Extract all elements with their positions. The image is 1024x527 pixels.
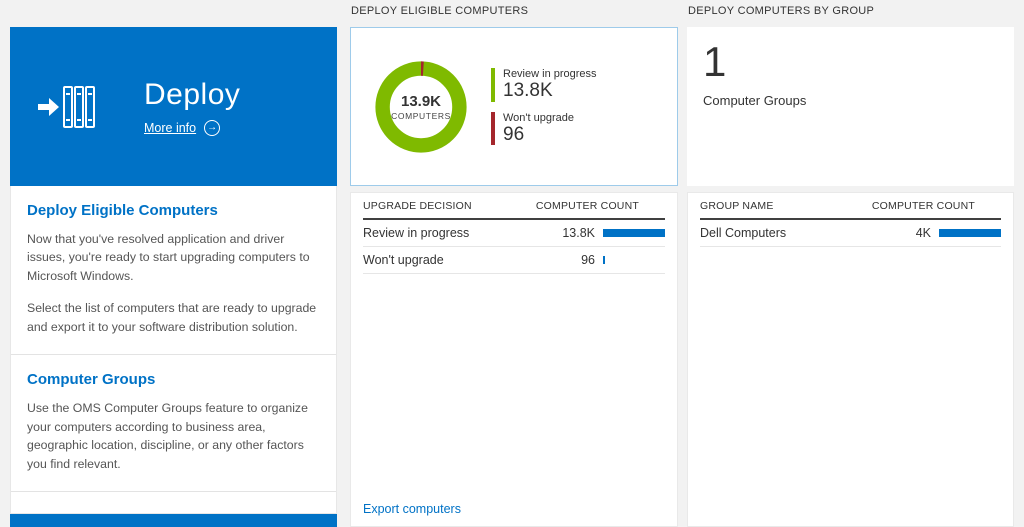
table-row[interactable]: Review in progress 13.8K: [363, 220, 665, 247]
section-heading: Computer Groups: [27, 371, 156, 389]
more-info-label[interactable]: More info: [144, 120, 197, 135]
section-paragraph: Use the OMS Computer Groups feature to o…: [27, 401, 308, 471]
row-bar-track: [603, 229, 665, 237]
row-value: 4K: [915, 226, 931, 240]
row-label: Won't upgrade: [363, 253, 444, 267]
row-bar: [603, 256, 605, 264]
computers-donut-chart: 13.9K COMPUTERS: [373, 59, 469, 155]
donut-center-text: 13.9K COMPUTERS: [373, 59, 469, 155]
section-computer-groups: Computer Groups Use the OMS Computer Gro…: [11, 354, 336, 491]
row-value: 96: [581, 253, 595, 267]
legend-label: Won't upgrade: [503, 111, 575, 124]
section-deploy-eligible: Deploy Eligible Computers Now that you'v…: [11, 186, 336, 354]
section-paragraph: Select the list of computers that are re…: [27, 301, 317, 334]
table-row[interactable]: Dell Computers 4K: [700, 220, 1001, 247]
group-count-value: 1: [703, 38, 727, 85]
arrow-right-circle-icon[interactable]: →: [204, 119, 221, 136]
eligible-computers-column-header: DEPLOY ELIGIBLE COMPUTERS: [351, 5, 529, 17]
donut-center-label: COMPUTERS: [391, 110, 451, 121]
table-header-row: UPGRADE DECISION COMPUTER COUNT: [363, 193, 665, 220]
row-label: Review in progress: [363, 226, 470, 240]
donut-center-value: 13.9K: [400, 92, 442, 110]
computers-by-group-column-header: DEPLOY COMPUTERS BY GROUP: [688, 5, 875, 17]
legend-swatch-green: [491, 67, 495, 102]
column-header-group-name: GROUP NAME: [700, 199, 774, 212]
row-value: 13.8K: [562, 226, 595, 240]
table-header-row: GROUP NAME COMPUTER COUNT: [700, 193, 1001, 220]
row-bar: [939, 229, 1001, 237]
deploy-books-arrow-icon: [38, 85, 95, 128]
tile-description-panel: Deploy Eligible Computers Now that you'v…: [10, 186, 337, 514]
more-info-link[interactable]: More info →: [144, 119, 240, 136]
row-bar-track: [603, 256, 665, 264]
computer-groups-count-tile[interactable]: 1 Computer Groups: [687, 27, 1014, 186]
column-header-upgrade-decision: UPGRADE DECISION: [363, 199, 472, 212]
tile-footer-accent-bar: [10, 514, 337, 527]
section-divider: [11, 490, 336, 492]
tile-text-block: Deploy More info →: [144, 78, 240, 136]
eligible-computers-donut-tile[interactable]: 13.9K COMPUTERS Review in progress 13.8K…: [350, 27, 678, 186]
donut-legend: Review in progress 13.8K Won't upgrade 9…: [491, 67, 597, 146]
row-bar-track: [939, 229, 1001, 237]
row-label: Dell Computers: [700, 226, 787, 240]
computers-by-group-table: GROUP NAME COMPUTER COUNT Dell Computers…: [687, 192, 1014, 527]
section-heading: Deploy Eligible Computers: [27, 202, 218, 219]
tile-title: Deploy: [144, 77, 241, 111]
legend-swatch-red: [491, 111, 495, 146]
legend-item-review: Review in progress 13.8K: [491, 67, 597, 102]
donut-ring-red: [375, 60, 467, 153]
export-computers-link[interactable]: Export computers: [363, 502, 461, 516]
legend-value: 13.8K: [503, 79, 553, 101]
deploy-solution-tile[interactable]: Deploy More info →: [10, 27, 337, 186]
legend-label: Review in progress: [503, 67, 597, 80]
legend-value: 96: [503, 123, 525, 145]
column-header-computer-count: COMPUTER COUNT: [871, 199, 975, 212]
legend-item-wont-upgrade: Won't upgrade 96: [491, 111, 597, 146]
table-row[interactable]: Won't upgrade 96: [363, 247, 665, 274]
column-header-computer-count: COMPUTER COUNT: [535, 199, 639, 212]
upgrade-decision-table: UPGRADE DECISION COMPUTER COUNT Review i…: [350, 192, 678, 527]
deploy-tile-column: Deploy More info → Deploy Eligible Compu…: [10, 27, 337, 527]
row-bar: [603, 229, 665, 237]
section-paragraph: Now that you've resolved application and…: [27, 232, 310, 283]
group-count-label: Computer Groups: [703, 93, 807, 109]
